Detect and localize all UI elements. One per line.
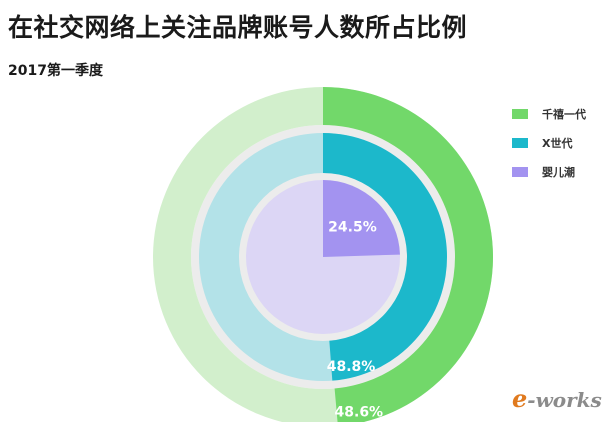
e-works-logo: e-works bbox=[512, 384, 602, 413]
chart-subtitle: 2017第一季度 bbox=[8, 63, 103, 79]
data-label-baby-boomers: 24.5% bbox=[328, 220, 377, 236]
data-label-millennials: 48.6% bbox=[335, 404, 384, 420]
legend-swatch-baby-boomers bbox=[512, 167, 528, 177]
legend-item-gen-x: X世代 bbox=[512, 135, 586, 151]
ring-segment-millennials bbox=[323, 87, 493, 422]
legend-label-baby-boomers: 婴儿潮 bbox=[542, 166, 575, 179]
ring-segment-baby-boomers bbox=[323, 180, 400, 257]
legend-swatch-gen-x bbox=[512, 138, 528, 148]
legend-item-millennials: 千禧一代 bbox=[512, 106, 586, 122]
legend-label-millennials: 千禧一代 bbox=[542, 108, 586, 121]
chart-legend: 千禧一代 X世代 婴儿潮 bbox=[512, 106, 586, 193]
legend-item-baby-boomers: 婴儿潮 bbox=[512, 164, 586, 180]
legend-swatch-millennials bbox=[512, 109, 528, 119]
legend-label-gen-x: X世代 bbox=[542, 137, 573, 150]
ring-segment-gen-x bbox=[323, 133, 448, 381]
chart-title: 在社交网络上关注品牌账号人数所占比例 bbox=[8, 13, 468, 42]
data-label-gen-x: 48.8% bbox=[327, 359, 376, 375]
